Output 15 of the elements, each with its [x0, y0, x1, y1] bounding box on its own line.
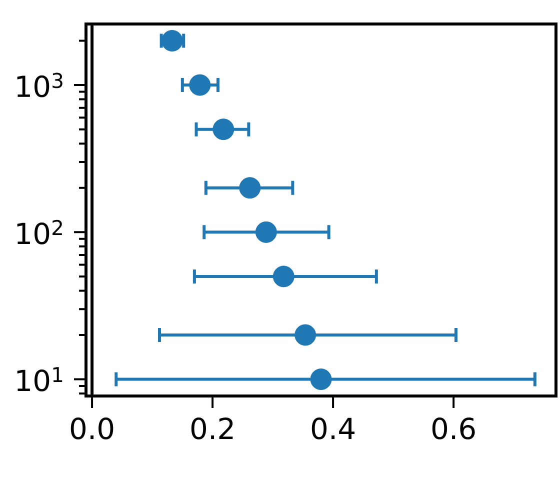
y-tick-label: 10$^{3}$: [17, 72, 62, 98]
y-tick-label: 10$^{2}$: [17, 220, 62, 244]
point: [272, 266, 294, 288]
point: [212, 118, 234, 140]
y-tick-label: 10$^{1}$: [17, 367, 62, 392]
x-tick-label: 0.0: [70, 418, 114, 440]
point: [294, 324, 316, 346]
x-tick-label: 0.2: [191, 418, 233, 440]
point: [189, 74, 211, 96]
point: [310, 368, 332, 390]
point: [255, 221, 277, 243]
point: [239, 177, 261, 199]
x-tick-label: 0.6: [432, 418, 475, 440]
point: [161, 30, 183, 52]
x-tick-label: 0.4: [312, 418, 354, 440]
